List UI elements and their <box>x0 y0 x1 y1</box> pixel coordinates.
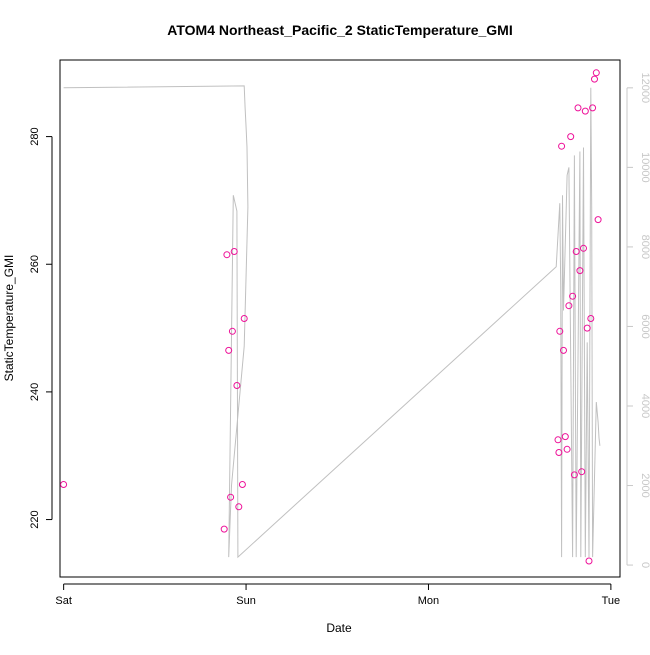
data-point <box>580 244 587 252</box>
data-point <box>585 557 593 565</box>
data-point <box>572 248 580 255</box>
chart-title: ATOM4 Northeast_Pacific_2 StaticTemperat… <box>167 22 512 38</box>
data-point <box>569 292 577 300</box>
data-point <box>235 503 243 511</box>
data-point <box>555 449 563 456</box>
data-point <box>556 327 564 335</box>
data-point <box>238 481 246 488</box>
x-axis-label: Date <box>326 621 352 635</box>
line-series-layer <box>63 85 601 559</box>
data-point <box>240 315 248 322</box>
axes-layer: Sat Sun Mon Tue 220 240 260 280 0 2000 4000 6000 800… <box>29 73 650 607</box>
plot-frame <box>59 59 621 578</box>
data-point <box>561 433 569 441</box>
data-point <box>592 69 600 77</box>
data-point <box>233 382 241 389</box>
data-point <box>60 481 68 488</box>
data-point <box>594 216 602 224</box>
y-axis-label: StaticTemperature_GMI <box>2 255 16 382</box>
data-point <box>587 315 595 322</box>
y2-tick-label: 2000 <box>639 473 650 497</box>
x-tick-label: Sun <box>236 595 256 607</box>
data-point <box>581 107 589 115</box>
data-point <box>570 471 578 479</box>
data-point <box>554 436 562 444</box>
y2-tick-label: 0 <box>639 562 650 568</box>
y2-tick-label: 6000 <box>639 314 650 338</box>
data-point <box>589 104 597 112</box>
data-point <box>576 267 584 275</box>
scatter-series-layer <box>60 69 602 565</box>
y-tick-label: 260 <box>29 255 41 273</box>
data-point <box>560 346 567 354</box>
y2-tick-label: 12000 <box>639 73 650 104</box>
data-point <box>583 324 591 332</box>
data-point <box>230 248 238 255</box>
data-point <box>578 468 586 476</box>
data-point <box>591 75 598 83</box>
x-tick-label: Sat <box>55 595 72 607</box>
data-point <box>567 133 575 141</box>
y-tick-label: 280 <box>29 127 41 145</box>
data-point <box>220 525 228 533</box>
y-tick-label: 220 <box>29 510 41 528</box>
y-tick-label: 240 <box>29 383 41 401</box>
data-point <box>563 445 571 453</box>
data-point <box>227 493 235 501</box>
x-tick-label: Tue <box>602 595 621 607</box>
data-point <box>558 142 566 150</box>
data-point <box>574 104 582 112</box>
y2-tick-label: 8000 <box>639 235 650 259</box>
y2-tick-label: 10000 <box>639 152 650 183</box>
data-point <box>565 302 573 310</box>
data-point <box>223 251 231 259</box>
data-point <box>228 327 236 335</box>
data-point <box>225 346 233 354</box>
series-line <box>63 85 601 559</box>
y2-tick-label: 4000 <box>639 394 650 418</box>
x-tick-label: Mon <box>418 595 439 607</box>
